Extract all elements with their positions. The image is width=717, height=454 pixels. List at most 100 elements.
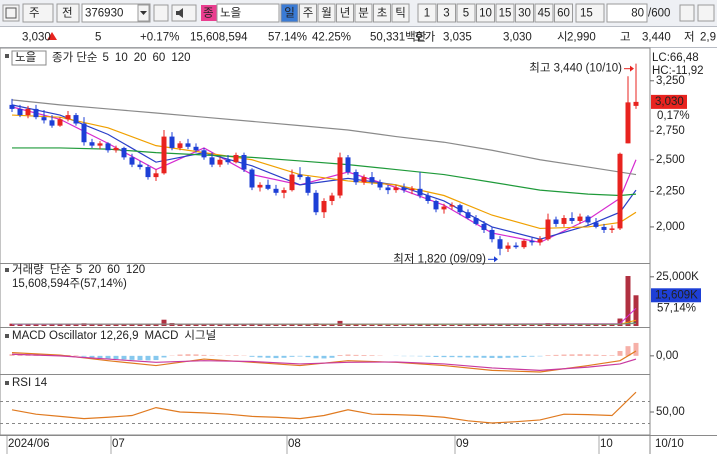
volume-bar [233, 324, 239, 326]
quote-change: 5 [95, 32, 101, 44]
interval-button[interactable] [515, 3, 534, 23]
menu-icon[interactable] [2, 4, 20, 22]
volume-bar [273, 324, 279, 326]
volume-bar [441, 324, 447, 326]
candle-body [513, 245, 519, 248]
volume-bar [569, 324, 575, 326]
legend-icon [5, 268, 9, 272]
x-tick-label: 10 [600, 438, 613, 450]
volume-bar [305, 324, 311, 326]
candle-body [129, 157, 135, 165]
quote-bid: 3,030 [503, 32, 532, 44]
candle-body [569, 218, 575, 221]
legend-icon [5, 334, 9, 338]
candle-body [617, 153, 623, 229]
oscillator-bar [305, 355, 311, 358]
volume-bar [481, 324, 487, 326]
interval-select[interactable] [575, 3, 605, 23]
period-button[interactable] [336, 3, 354, 23]
quote-high-label: 고 [620, 32, 631, 44]
candle-body [169, 136, 175, 148]
volume-bar [529, 324, 535, 326]
y-tick-label: 25,000K [656, 271, 699, 283]
interval-label: 45 [538, 8, 551, 20]
volume-bar [513, 324, 519, 326]
y-tick-label: 2,750 [656, 125, 685, 137]
interval-button[interactable] [417, 3, 437, 23]
candle-body [137, 164, 143, 168]
last-price: 3,030 [655, 96, 684, 108]
volume-bar [369, 324, 375, 326]
interval-label: 10 [479, 8, 492, 20]
legend-icon [5, 54, 9, 58]
volume-bar [345, 323, 351, 326]
y-tick-label: 3,250 [656, 75, 685, 87]
type-button[interactable] [56, 3, 80, 23]
legend-entry: 5 [76, 264, 82, 276]
period-button[interactable] [299, 3, 317, 23]
interval-label: 5 [463, 8, 469, 20]
candle-body [585, 216, 591, 223]
oscillator-bar [233, 355, 239, 356]
candle-body [121, 147, 127, 158]
period-label: 일 [284, 6, 295, 20]
quote-low-label: 저 [684, 31, 695, 44]
candle-body [65, 115, 71, 120]
settings-icon[interactable] [679, 4, 695, 22]
y-tick-label: 50,00 [656, 406, 685, 418]
candle-body [385, 187, 391, 191]
oscillator-bar [633, 342, 639, 356]
volume-bar [417, 324, 423, 326]
date-label: 10/10 [655, 438, 684, 450]
sound-icon[interactable] [171, 4, 197, 22]
interval-button[interactable] [437, 3, 456, 23]
oscillator-bar [569, 354, 575, 356]
period-button[interactable] [391, 3, 410, 23]
candle-body [73, 115, 79, 124]
market-select[interactable] [22, 3, 54, 23]
quote-turnover-pct: 57.14% [268, 32, 307, 44]
volume-bar [57, 324, 63, 326]
candle-body [609, 228, 615, 230]
oscillator-bar [585, 354, 591, 356]
volume-bar [137, 324, 143, 326]
candle-body [153, 173, 159, 178]
period-button[interactable] [373, 3, 391, 23]
volume-bar [505, 324, 511, 326]
volume-bar [617, 318, 623, 326]
oscillator-bar [113, 355, 119, 360]
volume-bar [41, 324, 47, 326]
candle-body [537, 239, 543, 243]
interval-button[interactable] [534, 3, 554, 23]
candle-body [113, 147, 119, 151]
search-icon[interactable] [153, 4, 169, 22]
oscillator-bar [297, 355, 303, 357]
volume-ma-line [12, 322, 637, 325]
volume-bar [297, 324, 303, 326]
candle-body [185, 143, 191, 147]
candle-body [217, 159, 223, 165]
candle-body [441, 206, 447, 210]
interval-label: 60 [557, 8, 570, 20]
candle-body [225, 159, 231, 163]
period-button[interactable] [280, 3, 299, 23]
layout-icon[interactable] [697, 4, 715, 22]
code-input[interactable] [81, 3, 151, 23]
interval-button[interactable] [495, 3, 515, 23]
volume-bar [609, 324, 615, 326]
period-button[interactable] [354, 3, 373, 23]
oscillator-bar [177, 354, 183, 356]
interval-button[interactable] [554, 3, 573, 23]
volume-bar [257, 324, 263, 326]
oscillator-bar [513, 355, 519, 358]
candle-body [577, 216, 583, 221]
period-button[interactable] [317, 3, 336, 23]
tag-label: 종 [203, 8, 214, 20]
candle-body [105, 143, 111, 151]
interval-button[interactable] [456, 3, 476, 23]
count-input[interactable] [606, 3, 648, 23]
quote-ratio: 42.25% [312, 32, 351, 44]
interval-button[interactable] [476, 3, 495, 23]
y-tick-label: 2,000 [656, 221, 685, 233]
candle-body [361, 177, 367, 183]
